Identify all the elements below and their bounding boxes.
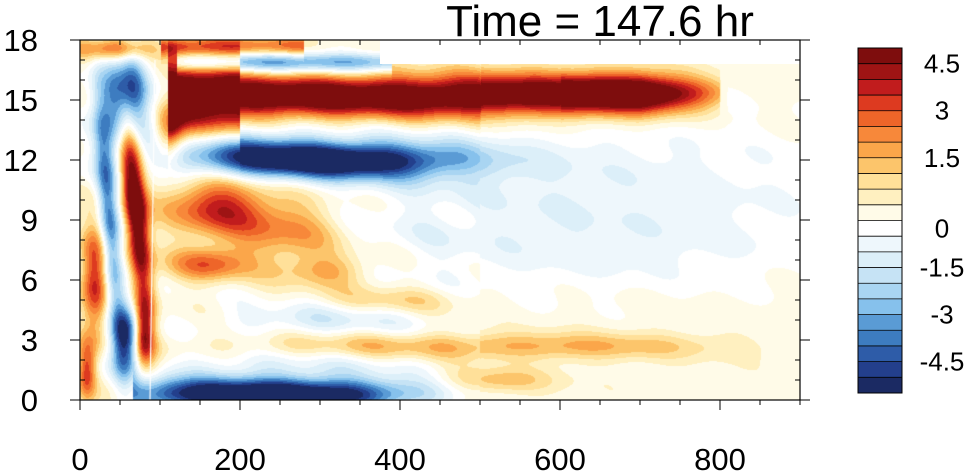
y-tick-label: 15 <box>4 83 38 118</box>
colorbar-box <box>858 63 902 80</box>
colorbar-box <box>858 283 902 300</box>
colorbar-box <box>858 314 902 331</box>
colorbar-box <box>858 204 902 221</box>
colorbar-outline <box>857 47 903 394</box>
colorbar-box <box>858 361 902 378</box>
y-tick-label: 9 <box>21 203 38 238</box>
colorbar-box <box>858 157 902 174</box>
colorbar-label: 0 <box>935 213 949 243</box>
colorbar-box <box>858 236 902 253</box>
y-axis: 0 3 6 9 12 15 18 <box>4 23 810 418</box>
colorbar-box <box>858 48 902 64</box>
colorbar-box <box>858 126 902 143</box>
x-tick-label: 200 <box>214 442 266 473</box>
y-tick-label: 0 <box>21 383 38 418</box>
x-tick-label: 600 <box>534 442 586 473</box>
colorbar-box <box>858 377 902 394</box>
colorbar: 4.5 3 1.5 0 -1.5 -3 -4.5 <box>857 47 965 394</box>
y-tick-label: 6 <box>21 263 38 298</box>
y-tick-label: 3 <box>21 323 38 358</box>
title-mask <box>380 40 800 64</box>
plot-area: 0 200 400 600 800 0 3 6 9 12 15 18 <box>4 23 810 473</box>
x-axis: 0 200 400 600 800 <box>71 40 801 473</box>
y-tick-label: 12 <box>4 143 38 178</box>
colorbar-label: -1.5 <box>920 253 965 283</box>
x-tick-label: 0 <box>71 442 88 473</box>
colorbar-box <box>858 220 902 237</box>
contour-field <box>80 40 800 400</box>
colorbar-box <box>858 330 902 347</box>
colorbar-label: -4.5 <box>920 347 965 377</box>
colorbar-box <box>858 95 902 112</box>
chart-title: Time = 147.6 hr <box>446 0 754 46</box>
colorbar-box <box>858 110 902 127</box>
colorbar-box <box>858 298 902 315</box>
x-tick-label: 400 <box>374 442 426 473</box>
colorbar-box <box>858 345 902 362</box>
colorbar-label: 1.5 <box>924 143 960 173</box>
colorbar-box <box>858 189 902 206</box>
y-tick-label: 18 <box>4 23 38 58</box>
colorbar-box <box>858 142 902 159</box>
colorbar-label: 3 <box>935 96 949 126</box>
colorbar-box <box>858 79 902 96</box>
contour-field-container <box>80 40 800 400</box>
colorbar-label: 4.5 <box>924 49 960 79</box>
colorbar-label: -3 <box>930 300 953 330</box>
x-tick-label: 800 <box>694 442 746 473</box>
colorbar-box <box>858 251 902 268</box>
colorbar-box <box>858 173 902 190</box>
colorbar-box <box>858 267 902 284</box>
